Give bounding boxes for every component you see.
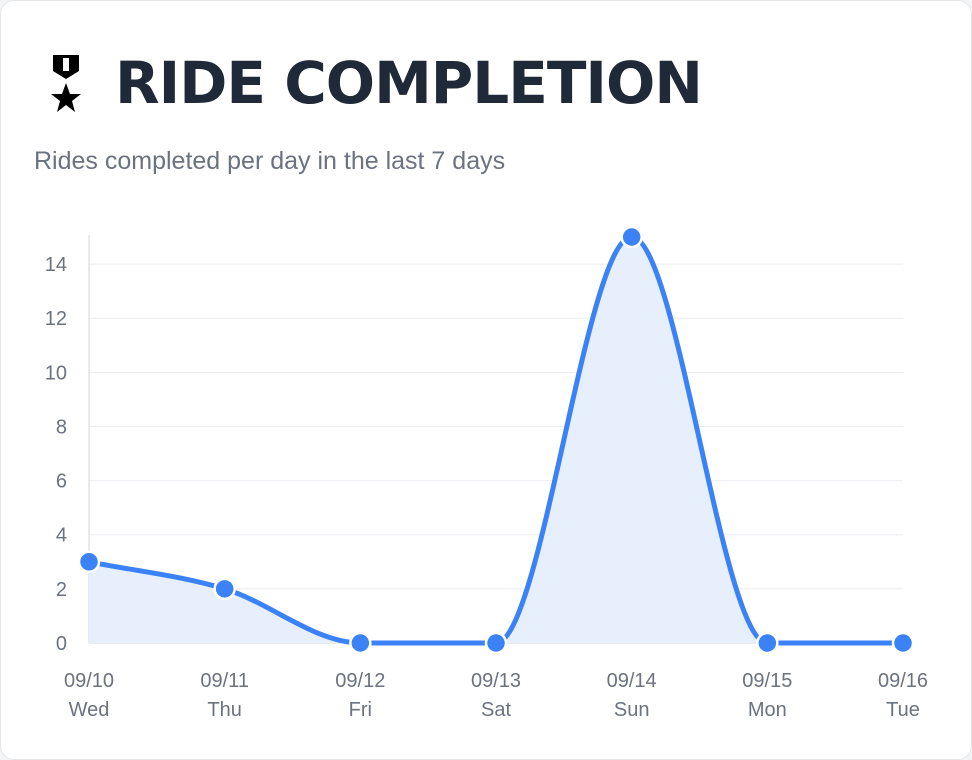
x-tick-date: 09/10 xyxy=(64,670,114,692)
y-tick-label: 2 xyxy=(56,579,67,601)
y-tick-label: 14 xyxy=(45,254,67,276)
y-tick-label: 4 xyxy=(56,525,67,547)
x-tick-day: Mon xyxy=(748,699,787,721)
x-tick-date: 09/14 xyxy=(607,670,657,692)
ride-completion-chart: 0 2 4 6 8 10 12 14 09/10 Wed 09/11 Thu 09/12 Fri 09/13… xyxy=(45,225,928,721)
series-line xyxy=(86,234,906,646)
x-tick-day: Wed xyxy=(69,699,110,721)
x-tick-date: 09/16 xyxy=(878,670,928,692)
y-tick-label: 12 xyxy=(45,308,67,330)
data-point xyxy=(891,631,915,655)
x-tick-day: Sat xyxy=(481,699,511,721)
x-tick-day: Thu xyxy=(207,699,241,721)
y-tick-label: 8 xyxy=(56,416,67,438)
page-title: RIDE COMPLETION xyxy=(115,49,703,117)
data-point xyxy=(620,225,643,249)
y-tick-label: 6 xyxy=(56,471,67,493)
x-tick-date: 09/12 xyxy=(335,670,385,692)
series-area xyxy=(89,237,903,643)
y-tick-label: 0 xyxy=(56,633,67,655)
chart-subtitle: Rides completed per day in the last 7 da… xyxy=(34,147,506,175)
data-point xyxy=(213,577,236,601)
data-point xyxy=(77,550,101,574)
data-point xyxy=(349,631,372,655)
y-tick-label: 10 xyxy=(45,362,67,384)
x-tick-day: Tue xyxy=(886,699,920,721)
x-tick-date: 09/11 xyxy=(200,670,249,692)
card-header: RIDE COMPLETION xyxy=(49,49,703,117)
military-medal-icon xyxy=(51,55,81,112)
data-point xyxy=(756,631,779,655)
x-tick-date: 09/13 xyxy=(471,670,521,692)
x-tick-date: 09/15 xyxy=(742,670,792,692)
x-tick-day: Sun xyxy=(614,699,650,721)
data-point xyxy=(484,631,508,655)
x-tick-day: Fri xyxy=(349,699,372,721)
